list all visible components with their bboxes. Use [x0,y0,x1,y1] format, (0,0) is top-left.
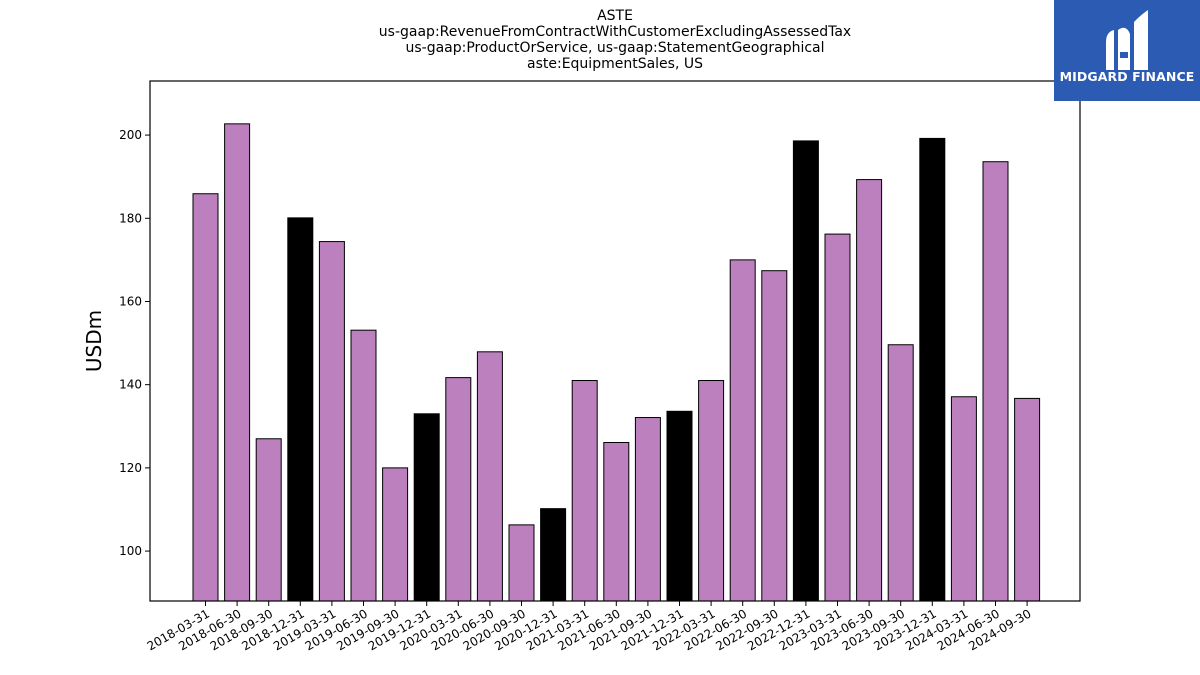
midgard-finance-logo: MIDGARD FINANCE [1054,0,1200,101]
bar-2020-06-30 [476,351,503,602]
bar-2021-12-31 [666,410,693,602]
bar-2021-06-30 [603,442,630,602]
bar-2023-12-31 [919,137,946,602]
bar-2021-03-31 [571,380,598,602]
chart-title-line: ASTE [597,8,633,24]
y-tick-label: 120 [119,461,142,475]
axes-frame [149,80,1081,602]
chart-title-line: us-gaap:ProductOrService, us-gaap:Statem… [405,40,824,56]
bar-2023-06-30 [856,179,883,602]
bar-2024-06-30 [982,161,1009,602]
bar-2023-09-30 [887,344,914,602]
bar-2024-03-31 [950,396,977,602]
bar-2018-12-31 [287,217,314,602]
y-tick-label: 140 [119,378,142,392]
y-tick-label: 160 [119,294,142,308]
bar-2024-09-30 [1014,397,1041,602]
logo-text: MIDGARD FINANCE [1059,69,1195,84]
bar-2020-12-31 [540,508,567,602]
y-tick-label: 180 [119,211,142,225]
bar-2022-03-31 [698,380,725,602]
y-axis-label: USDm [82,310,106,372]
bar-2022-12-31 [792,140,819,602]
bar-2021-09-30 [634,417,661,602]
bar-2020-03-31 [445,377,472,602]
y-axis-ticks: 100 120 140 160 180 200 [119,128,150,558]
x-axis-ticks: 2018-03-312018-06-302018-09-302018-12-31… [145,601,1034,653]
chart-title-line: aste:EquipmentSales, US [527,56,703,72]
bar-2019-06-30 [350,329,377,602]
bar-2018-03-31 [192,193,219,602]
bar-2019-12-31 [413,413,440,602]
y-tick-label: 100 [119,544,142,558]
chart-title-line: us-gaap:RevenueFromContractWithCustomerE… [379,24,851,40]
bar-2018-09-30 [255,438,282,602]
bar-2023-03-31 [824,233,851,602]
chart-title: ASTEus-gaap:RevenueFromContractWithCusto… [379,8,851,72]
bar-2019-03-31 [318,241,345,602]
bar-2022-09-30 [761,270,788,602]
y-tick-label: 200 [119,128,142,142]
bar-2022-06-30 [729,259,756,602]
bar-2020-09-30 [508,524,535,602]
midgard-m-logo-icon [1106,10,1148,70]
bars-group [192,123,1041,602]
bar-2019-09-30 [382,467,409,602]
bar-2018-06-30 [224,123,251,602]
